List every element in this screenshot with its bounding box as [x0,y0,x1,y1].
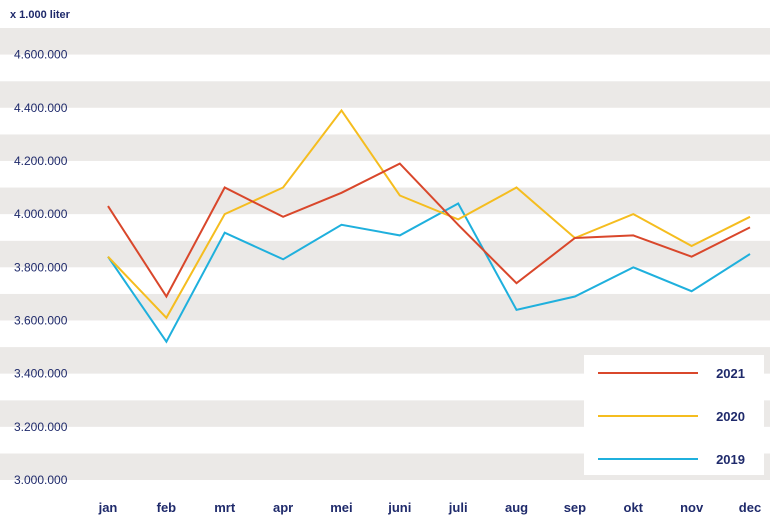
grid-band [0,187,770,215]
y-tick-label: 3.800.000 [14,260,68,274]
x-tick-label: sep [564,500,586,515]
x-tick-label: nov [680,500,704,515]
unit-label: x 1.000 liter [10,9,71,21]
y-tick-label: 4.000.000 [14,207,68,221]
x-tick-label: apr [273,500,293,515]
grid-band [0,267,770,294]
x-tick-label: juni [387,500,411,515]
legend-label: 2021 [716,366,745,381]
legend: 2021 2020 2019 [584,355,764,475]
grid-band [0,134,770,161]
y-axis: 3.000.000 3.200.000 3.400.000 3.600.000 3.80… [14,48,68,487]
series-lines [107,108,751,344]
x-tick-label: okt [624,500,644,515]
grid-band [0,320,770,348]
y-tick-label: 3.400.000 [14,367,68,381]
x-tick-label: dec [739,500,761,515]
x-tick-label: juli [448,500,468,515]
y-tick-label: 4.200.000 [14,154,68,168]
x-tick-label: mei [330,500,352,515]
x-axis: jan feb mrt apr mei juni juli aug sep okt nov dec [98,500,762,515]
y-tick-label: 3.600.000 [14,313,68,327]
grid-band [0,54,770,82]
series-line-2020 [107,108,751,320]
x-tick-label: aug [505,500,528,515]
grid-band [0,107,770,135]
y-tick-label: 3.000.000 [14,473,68,487]
x-tick-label: mrt [214,500,236,515]
y-tick-label: 4.600.000 [14,48,68,62]
series-line-2021 [107,162,751,299]
x-tick-label: jan [98,500,118,515]
grid-band [0,28,770,55]
series-line-2019 [107,202,751,344]
y-tick-label: 3.200.000 [14,420,68,434]
legend-label: 2020 [716,409,745,424]
grid-band [0,293,770,321]
grid-band [0,240,770,268]
grid-band [0,81,770,108]
y-tick-label: 4.400.000 [14,101,68,115]
x-tick-label: feb [157,500,177,515]
legend-label: 2019 [716,452,745,467]
